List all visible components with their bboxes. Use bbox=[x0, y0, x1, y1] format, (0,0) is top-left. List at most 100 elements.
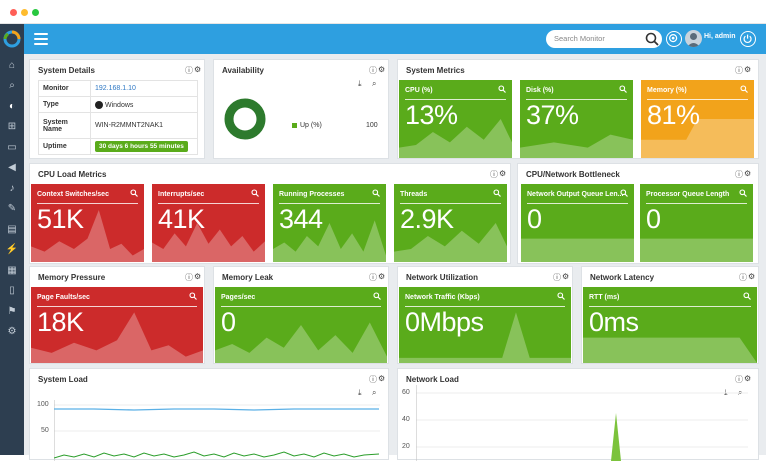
settings-icon[interactable]: ⚙ bbox=[562, 272, 570, 281]
running-processes-tile[interactable]: Running Processes 344 bbox=[273, 184, 386, 262]
system-details-table: Monitor 192.168.1.10 Type Windows System N… bbox=[38, 80, 198, 155]
wrench-icon[interactable]: ✎ bbox=[7, 203, 17, 214]
interrupts-tile[interactable]: Interrupts/sec 41K bbox=[152, 184, 265, 262]
info-icon[interactable]: ⓘ bbox=[735, 66, 743, 75]
sitemap-icon[interactable]: ⊞ bbox=[7, 121, 17, 132]
monitor-link[interactable]: 192.168.1.10 bbox=[90, 80, 198, 97]
y-tick-label: 50 bbox=[41, 427, 49, 434]
bolt-icon[interactable]: ⚡ bbox=[5, 244, 19, 255]
user-greeting[interactable]: Hi, admin bbox=[704, 33, 736, 40]
zoom-icon[interactable]: ⌕ bbox=[372, 388, 377, 397]
flag-icon[interactable]: ⚑ bbox=[7, 305, 17, 317]
menu-toggle-icon[interactable] bbox=[34, 33, 48, 45]
network-traffic-tile[interactable]: Network Traffic (Kbps) 0Mbps bbox=[399, 287, 571, 363]
settings-icon[interactable]: ⚙ bbox=[744, 169, 752, 178]
tile-value: 344 bbox=[279, 204, 323, 234]
megaphone-icon[interactable]: ◀ bbox=[8, 162, 16, 173]
info-icon[interactable]: ⓘ bbox=[735, 170, 743, 179]
search-icon[interactable] bbox=[743, 292, 751, 300]
trend-area bbox=[641, 119, 754, 158]
settings-icon[interactable]: ⚙ bbox=[748, 272, 756, 281]
settings-icon[interactable]: ⚙ bbox=[194, 65, 202, 74]
context-switches-tile[interactable]: Context Switches/sec 51K bbox=[31, 184, 144, 262]
network-output-queue-tile[interactable]: Network Output Queue Len... 0 bbox=[521, 184, 634, 262]
tile-value: 0 bbox=[646, 204, 661, 234]
search-icon[interactable] bbox=[251, 189, 259, 197]
maximize-window-icon[interactable] bbox=[32, 9, 39, 16]
settings-icon[interactable]: ⚙ bbox=[7, 326, 17, 337]
trend-area bbox=[399, 312, 571, 363]
threads-tile[interactable]: Threads 2.9K bbox=[394, 184, 507, 262]
tile-value: 0 bbox=[527, 204, 542, 234]
close-window-icon[interactable] bbox=[10, 9, 17, 16]
search-icon[interactable] bbox=[619, 85, 627, 93]
bell-icon[interactable]: ♪ bbox=[9, 182, 15, 194]
search-input[interactable]: Search Monitor bbox=[546, 30, 662, 48]
network-load-panel: Network Load ⓘ ⚙ ⤓ ⌕ 60 40 20 bbox=[397, 368, 759, 461]
search-icon[interactable] bbox=[740, 85, 748, 93]
zoom-icon[interactable]: ⌕ bbox=[372, 79, 377, 88]
rtt-tile[interactable]: RTT (ms) 0ms bbox=[583, 287, 757, 363]
info-icon[interactable]: ⓘ bbox=[369, 375, 377, 384]
search-icon[interactable] bbox=[189, 292, 197, 300]
info-icon[interactable]: ⓘ bbox=[185, 273, 193, 282]
search-icon[interactable] bbox=[498, 85, 506, 93]
download-icon[interactable]: ⤓ bbox=[358, 79, 362, 88]
top-bar: Search Monitor Hi, admin bbox=[24, 24, 766, 54]
cpu-tile[interactable]: CPU (%) 13% bbox=[399, 80, 512, 158]
calendar-icon[interactable]: ▦ bbox=[7, 264, 17, 276]
info-icon[interactable]: ⓘ bbox=[490, 170, 498, 179]
settings-icon[interactable]: ⚙ bbox=[378, 65, 386, 74]
info-icon[interactable]: ⓘ bbox=[735, 375, 743, 384]
tile-label: Network Traffic (Kbps) bbox=[405, 294, 480, 301]
info-icon[interactable]: ⓘ bbox=[185, 66, 193, 75]
info-icon[interactable]: ⓘ bbox=[369, 273, 377, 282]
search-icon[interactable] bbox=[644, 31, 660, 47]
info-icon[interactable]: ⓘ bbox=[553, 273, 561, 282]
app: ⌂ ⌕ ◐ ⊞ ▭ ◀ ♪ ✎ ▤ ⚡ ▦ ▯ ⚑ ⚙ Search Monitor Hi, admin … bbox=[0, 24, 766, 461]
monitor-icon[interactable]: ▭ bbox=[7, 141, 17, 153]
search-icon[interactable]: ⌕ bbox=[9, 80, 15, 91]
search-icon[interactable] bbox=[493, 189, 501, 197]
detail-key: System Name bbox=[38, 112, 91, 139]
cpu-network-bottleneck-panel: CPU/Network Bottleneck ⓘ ⚙ Network Outpu… bbox=[517, 163, 759, 264]
search-icon[interactable] bbox=[372, 189, 380, 197]
search-icon[interactable] bbox=[130, 189, 138, 197]
panel-title: System Metrics bbox=[406, 66, 465, 75]
settings-icon[interactable]: ⚙ bbox=[378, 374, 386, 383]
settings-icon[interactable]: ⚙ bbox=[499, 169, 507, 178]
app-logo-icon[interactable] bbox=[3, 30, 21, 48]
memory-tile[interactable]: Memory (%) 81% bbox=[641, 80, 754, 158]
disk-tile[interactable]: Disk (%) 37% bbox=[520, 80, 633, 158]
server-icon[interactable]: ▤ bbox=[7, 223, 17, 235]
avatar[interactable] bbox=[685, 30, 702, 47]
settings-icon[interactable]: ⚙ bbox=[378, 272, 386, 281]
tile-label: Disk (%) bbox=[526, 87, 554, 94]
settings-icon[interactable]: ⚙ bbox=[194, 272, 202, 281]
search-icon[interactable] bbox=[373, 292, 381, 300]
home-icon[interactable]: ⌂ bbox=[8, 59, 16, 71]
tile-divider bbox=[589, 306, 751, 307]
dashboard-icon[interactable]: ◐ bbox=[8, 100, 16, 112]
page-faults-tile[interactable]: Page Faults/sec 18K bbox=[31, 287, 203, 363]
tile-label: Pages/sec bbox=[221, 294, 256, 301]
search-icon[interactable] bbox=[557, 292, 565, 300]
minimize-window-icon[interactable] bbox=[21, 9, 28, 16]
download-icon[interactable]: ⤓ bbox=[358, 388, 362, 397]
settings-icon[interactable]: ⚙ bbox=[744, 65, 752, 74]
sidebar: ⌂ ⌕ ◐ ⊞ ▭ ◀ ♪ ✎ ▤ ⚡ ▦ ▯ ⚑ ⚙ bbox=[0, 24, 24, 455]
report-icon[interactable]: ▯ bbox=[9, 285, 15, 296]
power-icon[interactable] bbox=[740, 31, 756, 47]
processor-queue-tile[interactable]: Processor Queue Length 0 bbox=[640, 184, 753, 262]
trend-area bbox=[31, 312, 203, 363]
search-icon[interactable] bbox=[739, 189, 747, 197]
support-icon[interactable] bbox=[666, 31, 682, 47]
info-icon[interactable]: ⓘ bbox=[369, 66, 377, 75]
tile-value: 41K bbox=[158, 204, 205, 234]
settings-icon[interactable]: ⚙ bbox=[744, 374, 752, 383]
trend-area bbox=[152, 223, 265, 262]
search-icon[interactable] bbox=[620, 189, 628, 197]
info-icon[interactable]: ⓘ bbox=[739, 273, 747, 282]
pages-tile[interactable]: Pages/sec 0 bbox=[215, 287, 387, 363]
tile-value: 37% bbox=[526, 100, 579, 130]
